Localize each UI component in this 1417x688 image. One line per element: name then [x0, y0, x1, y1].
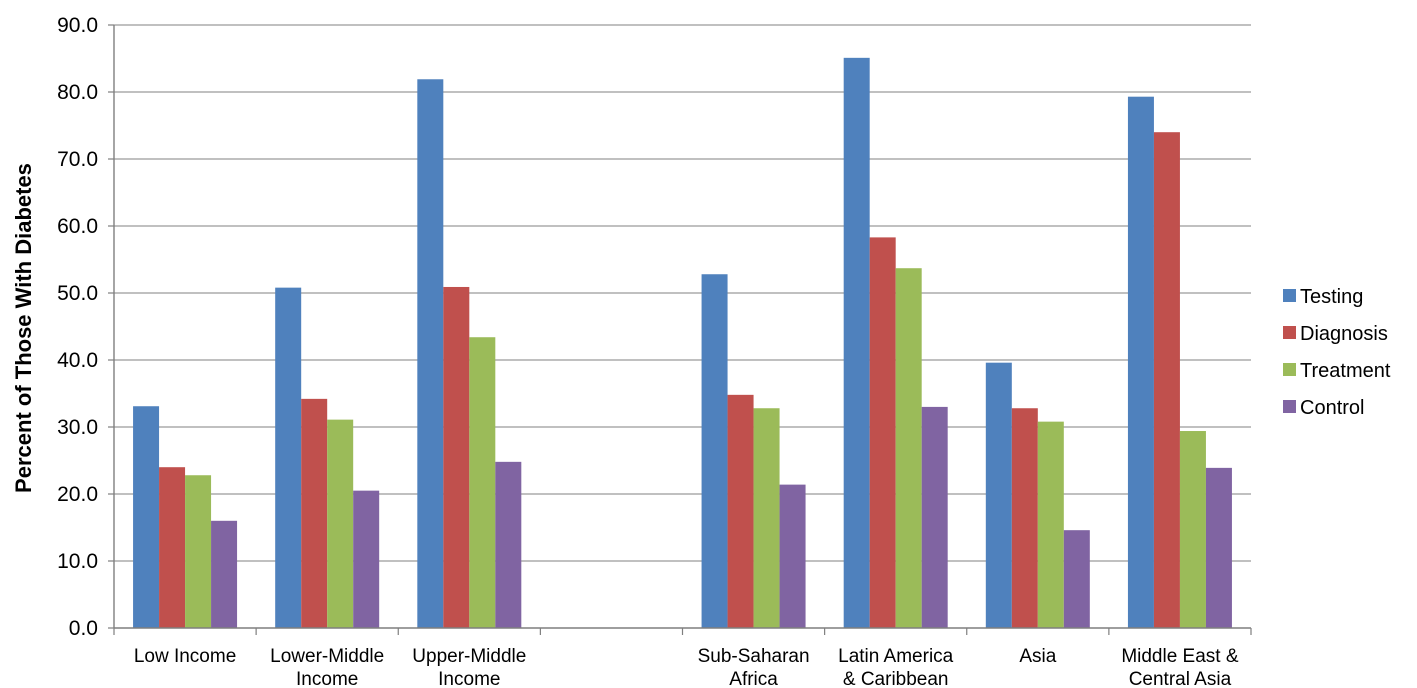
bar-control: [779, 484, 806, 628]
legend-label-testing: Testing: [1300, 286, 1363, 308]
x-category-label-line: Lower-Middle: [270, 646, 384, 667]
axes: [108, 24, 1252, 635]
x-category-label-line: Sub-Saharan: [698, 646, 810, 667]
y-tick-label: 80.0: [57, 81, 98, 104]
legend-swatch-control: [1283, 400, 1296, 413]
legend-label-control: Control: [1300, 397, 1364, 419]
bar-diagnosis: [1153, 132, 1180, 628]
x-category-label: Sub-Saharan Africa: [698, 646, 810, 688]
legend-swatch-testing: [1283, 289, 1296, 302]
x-category-label: Middle East & Central Asia: [1121, 646, 1239, 688]
y-axis-ticks: 0.0 10.0 20.0 30.0 40.0 50.0 60.0 70.0 80.0 90.0: [57, 14, 98, 640]
x-category-label: Upper-Middle Income: [412, 646, 526, 688]
y-axis-title: Percent of Those With Diabetes: [11, 163, 36, 493]
bar-testing: [275, 287, 302, 628]
bar-testing: [417, 79, 444, 628]
legend: Testing Diagnosis Treatment Control: [1283, 286, 1391, 419]
bar-diagnosis: [301, 398, 328, 628]
bar-diagnosis: [159, 467, 186, 628]
y-tick-label: 30.0: [57, 416, 98, 439]
y-tick-label: 10.0: [57, 550, 98, 573]
x-category-label-line: Upper-Middle: [412, 646, 526, 667]
bar-treatment: [1179, 431, 1206, 628]
x-category-label-line: & Caribbean: [843, 669, 949, 688]
bar-testing: [985, 362, 1012, 628]
bars: [133, 57, 1232, 628]
bar-treatment: [1037, 421, 1064, 628]
y-tick-label: 0.0: [69, 617, 98, 640]
x-category-label: Lower-Middle Income: [270, 646, 384, 688]
bar-treatment: [895, 268, 922, 628]
x-category-label-line: Middle East &: [1121, 646, 1239, 667]
x-category-label: Low Income: [134, 646, 236, 667]
x-category-label: Latin America & Caribbean: [838, 646, 954, 688]
bar-treatment: [327, 419, 354, 628]
y-tick-label: 60.0: [57, 215, 98, 238]
bar-diagnosis: [727, 394, 754, 628]
y-tick-label: 90.0: [57, 14, 98, 37]
x-category-label-line: Asia: [1019, 646, 1056, 667]
y-tick-label: 50.0: [57, 282, 98, 305]
x-category-label-line: Income: [438, 669, 500, 688]
bar-treatment: [469, 337, 496, 628]
x-category-label-line: Low Income: [134, 646, 236, 667]
bar-control: [921, 406, 948, 628]
x-axis-labels: Low Income Lower-Middle IncomeUpper-Middle…: [134, 646, 1239, 688]
bar-treatment: [185, 475, 212, 628]
bar-control: [1063, 530, 1090, 628]
bar-testing: [1127, 96, 1154, 628]
x-category-label-line: Latin America: [838, 646, 954, 667]
bar-control: [211, 520, 238, 628]
legend-label-treatment: Treatment: [1300, 360, 1391, 382]
x-category-label-line: Central Asia: [1129, 669, 1232, 688]
bar-control: [1205, 467, 1232, 628]
legend-label-diagnosis: Diagnosis: [1300, 323, 1388, 345]
bar-diagnosis: [869, 237, 896, 628]
y-tick-label: 20.0: [57, 483, 98, 506]
bar-testing: [133, 406, 160, 628]
bar-diagnosis: [1011, 408, 1038, 628]
legend-swatch-treatment: [1283, 363, 1296, 376]
bar-control: [495, 461, 522, 628]
bar-diagnosis: [443, 286, 470, 628]
y-tick-label: 70.0: [57, 148, 98, 171]
bar-testing: [843, 57, 870, 628]
bar-treatment: [753, 408, 780, 628]
x-category-label-line: Africa: [729, 669, 778, 688]
bar-testing: [701, 274, 728, 628]
x-category-label-line: Income: [296, 669, 358, 688]
legend-swatch-diagnosis: [1283, 326, 1296, 339]
x-category-label: Asia: [1019, 646, 1056, 667]
y-tick-label: 40.0: [57, 349, 98, 372]
bar-control: [353, 490, 380, 628]
